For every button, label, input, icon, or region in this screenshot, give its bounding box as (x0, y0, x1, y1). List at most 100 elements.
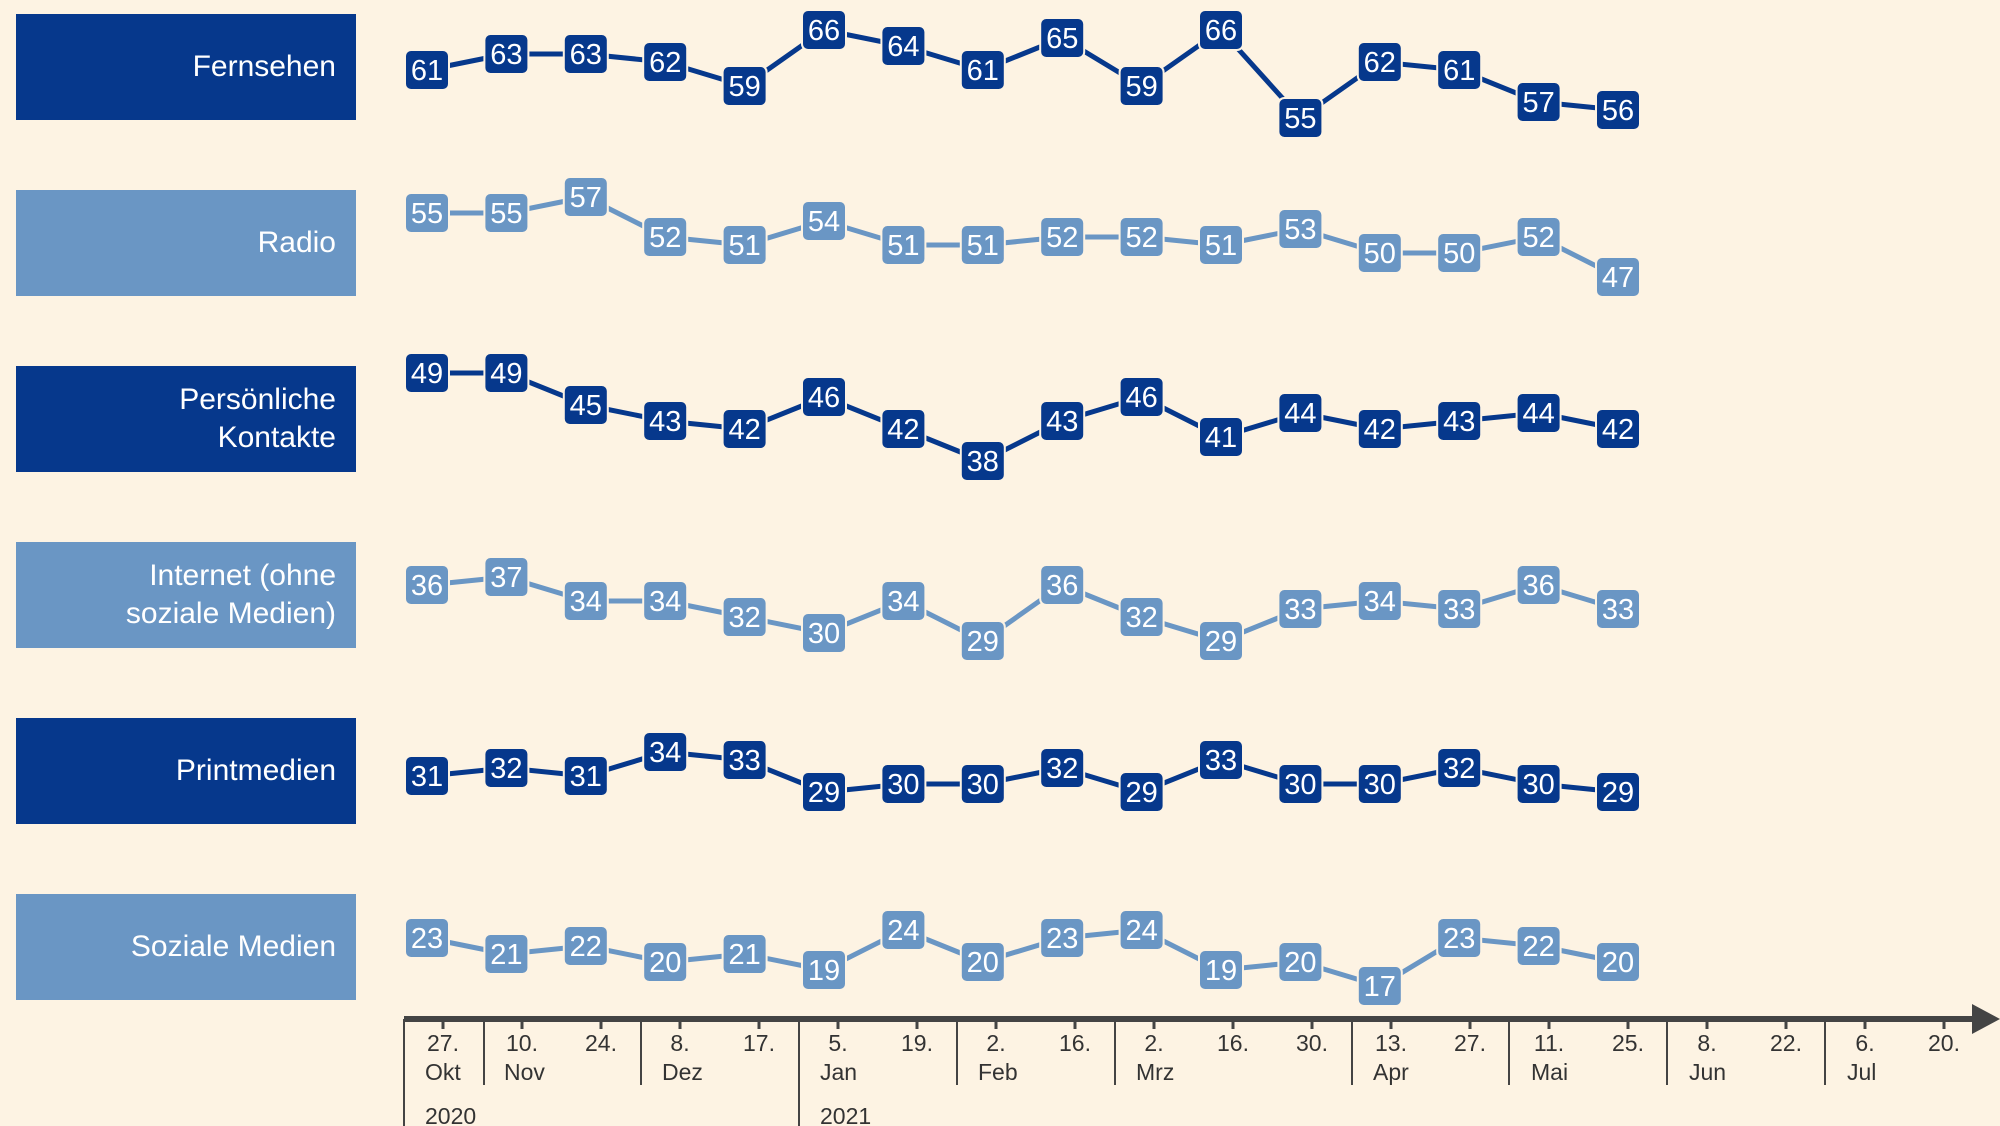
data-point-marker (1118, 596, 1165, 638)
data-point-marker (1515, 564, 1562, 606)
data-point-marker (1118, 909, 1165, 951)
data-point-marker (1436, 400, 1483, 442)
data-point-marker (642, 941, 689, 983)
data-label: 17 (1364, 971, 1396, 1003)
data-point-marker (1277, 208, 1324, 250)
data-label: 20 (967, 947, 999, 979)
data-point-marker (880, 909, 927, 951)
data-label: 34 (1364, 586, 1396, 618)
data-point-marker (1039, 400, 1086, 442)
data-label: 21 (728, 939, 760, 971)
x-month-label: Feb (978, 1059, 1018, 1085)
data-point-marker (1277, 392, 1324, 434)
data-label: 47 (1602, 262, 1634, 294)
data-label: 56 (1602, 95, 1634, 127)
data-label: 51 (728, 230, 760, 262)
data-label: 62 (649, 47, 681, 79)
data-point-marker (1515, 392, 1562, 434)
data-point-marker (959, 49, 1006, 91)
data-label: 31 (570, 761, 602, 793)
data-point-marker (1515, 81, 1562, 123)
data-point-marker (1198, 739, 1244, 781)
data-point-marker (959, 941, 1006, 983)
data-label: 46 (1125, 382, 1157, 414)
data-label: 30 (1522, 769, 1554, 801)
x-tick-label: 27. (1454, 1030, 1486, 1056)
category-label-internet: Internet (ohne soziale Medien) (16, 542, 356, 648)
x-axis-arrow (1972, 1004, 2000, 1034)
data-label: 24 (887, 915, 919, 947)
data-label: 32 (728, 602, 760, 634)
data-label: 43 (1046, 406, 1078, 438)
x-tick-label: 6. (1855, 1030, 1874, 1056)
data-label: 55 (490, 198, 522, 230)
data-point-marker (1356, 763, 1403, 805)
data-point-marker (562, 384, 609, 426)
data-point-marker (801, 376, 847, 418)
data-point-marker (562, 176, 609, 218)
data-point-marker (1595, 588, 1641, 630)
data-label: 50 (1364, 238, 1396, 270)
data-label: 34 (887, 586, 919, 618)
data-point-marker (1118, 65, 1165, 107)
x-month-label: Mrz (1136, 1059, 1174, 1085)
data-point-marker (1039, 216, 1086, 258)
series-line (426, 749, 1619, 795)
data-point-marker (721, 65, 768, 107)
data-label: 32 (1443, 753, 1475, 785)
data-point-marker (1356, 41, 1403, 83)
data-point-marker (1595, 408, 1641, 450)
series-line (426, 27, 1619, 121)
data-label: 64 (887, 31, 919, 63)
data-point-marker (1198, 620, 1244, 662)
data-point-marker (721, 224, 768, 266)
data-point-marker (880, 763, 927, 805)
x-tick-label: 10. (506, 1030, 538, 1056)
data-label: 55 (411, 198, 443, 230)
data-label: 19 (808, 955, 840, 987)
data-label: 23 (1046, 923, 1078, 955)
data-point-marker (1198, 416, 1244, 458)
series-line (426, 574, 1619, 644)
data-label: 24 (1125, 915, 1157, 947)
data-label: 61 (967, 55, 999, 87)
data-point-marker (959, 224, 1006, 266)
data-label: 42 (728, 414, 760, 446)
data-label: 29 (1602, 777, 1634, 809)
data-point-marker (880, 224, 927, 266)
data-label: 33 (1205, 745, 1237, 777)
data-point-marker (880, 580, 927, 622)
data-point-marker (1436, 588, 1483, 630)
data-point-marker (642, 580, 689, 622)
data-label: 61 (1443, 55, 1475, 87)
data-label: 45 (570, 390, 602, 422)
data-point-marker (642, 41, 689, 83)
category-label-persoenliche-kontakte: Persönliche Kontakte (16, 366, 356, 472)
data-label: 22 (1522, 931, 1554, 963)
data-point-marker (1436, 747, 1483, 789)
data-label: 19 (1205, 955, 1237, 987)
data-label: 36 (411, 570, 443, 602)
data-label: 57 (570, 182, 602, 214)
x-tick-label: 25. (1612, 1030, 1644, 1056)
data-label: 44 (1284, 398, 1316, 430)
data-point-marker (404, 192, 450, 234)
data-label: 29 (1125, 777, 1157, 809)
data-label: 22 (570, 931, 602, 963)
data-point-marker (562, 925, 609, 967)
data-label: 29 (967, 626, 999, 658)
category-label-soziale-medien: Soziale Medien (16, 894, 356, 1000)
data-point-marker (721, 739, 768, 781)
data-label: 32 (1125, 602, 1157, 634)
x-tick-label: 5. (828, 1030, 847, 1056)
data-point-marker (404, 917, 450, 959)
data-label: 30 (1284, 769, 1316, 801)
data-label: 29 (1205, 626, 1237, 658)
data-point-marker (880, 408, 927, 450)
data-label: 33 (728, 745, 760, 777)
data-label: 53 (1284, 214, 1316, 246)
data-point-marker (562, 580, 609, 622)
x-tick-label: 22. (1770, 1030, 1802, 1056)
